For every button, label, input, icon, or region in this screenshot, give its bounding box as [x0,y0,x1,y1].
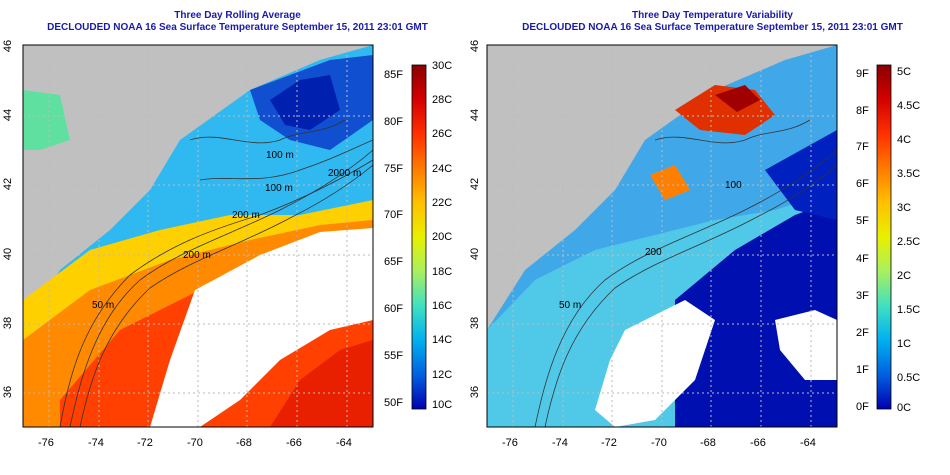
panel-title: Three Day Temperature Variability [632,10,793,21]
lon-tick: -70 [187,437,203,449]
colorbar [411,64,427,410]
lon-tick: -72 [137,437,153,449]
contour-label: 100 [725,180,742,191]
lat-tick: 38 [2,316,14,330]
colorbar-c-label: 20C [432,231,453,243]
colorbar-f-label: 65F [384,256,403,268]
lon-tick: -72 [601,437,617,449]
lon-tick: -64 [336,437,352,449]
colorbar-c-label: 22C [432,197,453,209]
contour-label: 100 m [265,183,293,194]
contour-label: 50 m [559,300,582,311]
contour-label: 2000 m [328,168,362,179]
lat-tick: 46 [469,39,481,53]
colorbar-c-label: 1C [897,338,912,350]
lat-tick: 36 [2,385,14,399]
colorbar-c-label: 18C [432,266,453,278]
colorbar-f-label: 8F [856,105,869,117]
sst-average-map [22,44,427,428]
lat-tick: 40 [2,247,14,261]
lat-tick: 38 [469,316,481,330]
lat-tick: 42 [469,177,481,191]
panel-subtitle: DECLOUDED NOAA 16 Sea Surface Temperatur… [522,22,903,33]
lat-tick: 44 [2,108,14,122]
colorbar-f-label: 3F [856,290,869,302]
lon-tick: -70 [651,437,667,449]
lon-tick: -76 [38,437,54,449]
lon-tick: -76 [502,437,518,449]
lat-tick: 44 [469,108,481,122]
colorbar-f-label: 75F [384,163,403,175]
colorbar-c-label: 2.5C [897,236,921,248]
lon-tick: -74 [552,437,568,449]
sst-variability-panel: Three Day Temperature Variability DECLOU… [469,0,950,475]
sst-average-panel: Three Day Rolling Average DECLOUDED NOAA… [2,10,453,449]
colorbar-f-label: 6F [856,178,869,190]
lon-tick: -68 [236,437,252,449]
lat-tick: 36 [469,385,481,399]
panel-title: Three Day Rolling Average [174,10,301,21]
colorbar-c-label: 2C [897,270,912,282]
colorbar-c-label: 5C [897,66,912,78]
map-frame [22,44,374,428]
colorbar-f-label: 2F [856,327,869,339]
lat-tick: 46 [2,39,14,53]
contour-label: 200 [645,247,662,258]
contour-label: 200 m [232,210,260,221]
panel-subtitle: DECLOUDED NOAA 16 Sea Surface Temperatur… [47,22,428,33]
colorbar-f-label: 55F [384,350,403,362]
colorbar-f-label: 50F [384,397,403,409]
colorbar-f-label: 85F [384,69,403,81]
lon-tick: -68 [700,437,716,449]
no-data-area [595,300,715,427]
contour-label: 50 m [92,300,115,311]
lon-tick: -64 [800,437,816,449]
lon-tick: -74 [88,437,104,449]
lon-tick: -66 [750,437,766,449]
colorbar-c-label: 14C [432,334,453,346]
contour-label: 200 m [183,250,211,261]
colorbar-f-label: 7F [856,141,869,153]
colorbar-f-label: 80F [384,116,403,128]
colorbar-c-label: 4.5C [897,100,921,112]
colorbar-f-label: 1F [856,364,869,376]
colorbar-f-label: 0F [856,401,869,413]
colorbar-f-label: 9F [856,68,869,80]
colorbar-c-label: 10C [432,399,453,411]
sst-variability-map [486,44,892,428]
colorbar-c-label: 0C [897,402,912,414]
colorbar-c-label: 0.5C [897,372,921,384]
colorbar-f-label: 60F [384,303,403,315]
colorbar [876,64,892,410]
no-data-area [150,228,373,427]
map-frame [486,44,838,428]
colorbar-c-label: 3C [897,202,912,214]
colorbar-c-label: 12C [432,369,453,381]
lat-tick: 40 [469,247,481,261]
colorbar-c-label: 3.5C [897,168,921,180]
colorbar-c-label: 16C [432,300,453,312]
colorbar-c-label: 1.5C [897,304,921,316]
colorbar-c-label: 26C [432,128,453,140]
lat-tick: 42 [2,177,14,191]
colorbar-c-label: 24C [432,163,453,175]
contour-label: 100 m [266,150,294,161]
lon-tick: -66 [286,437,302,449]
colorbar-c-label: 28C [432,94,453,106]
colorbar-f-label: 5F [856,215,869,227]
colorbar-f-label: 70F [384,209,403,221]
colorbar-c-label: 30C [432,60,453,72]
colorbar-f-label: 4F [856,253,869,265]
colorbar-c-label: 4C [897,134,912,146]
